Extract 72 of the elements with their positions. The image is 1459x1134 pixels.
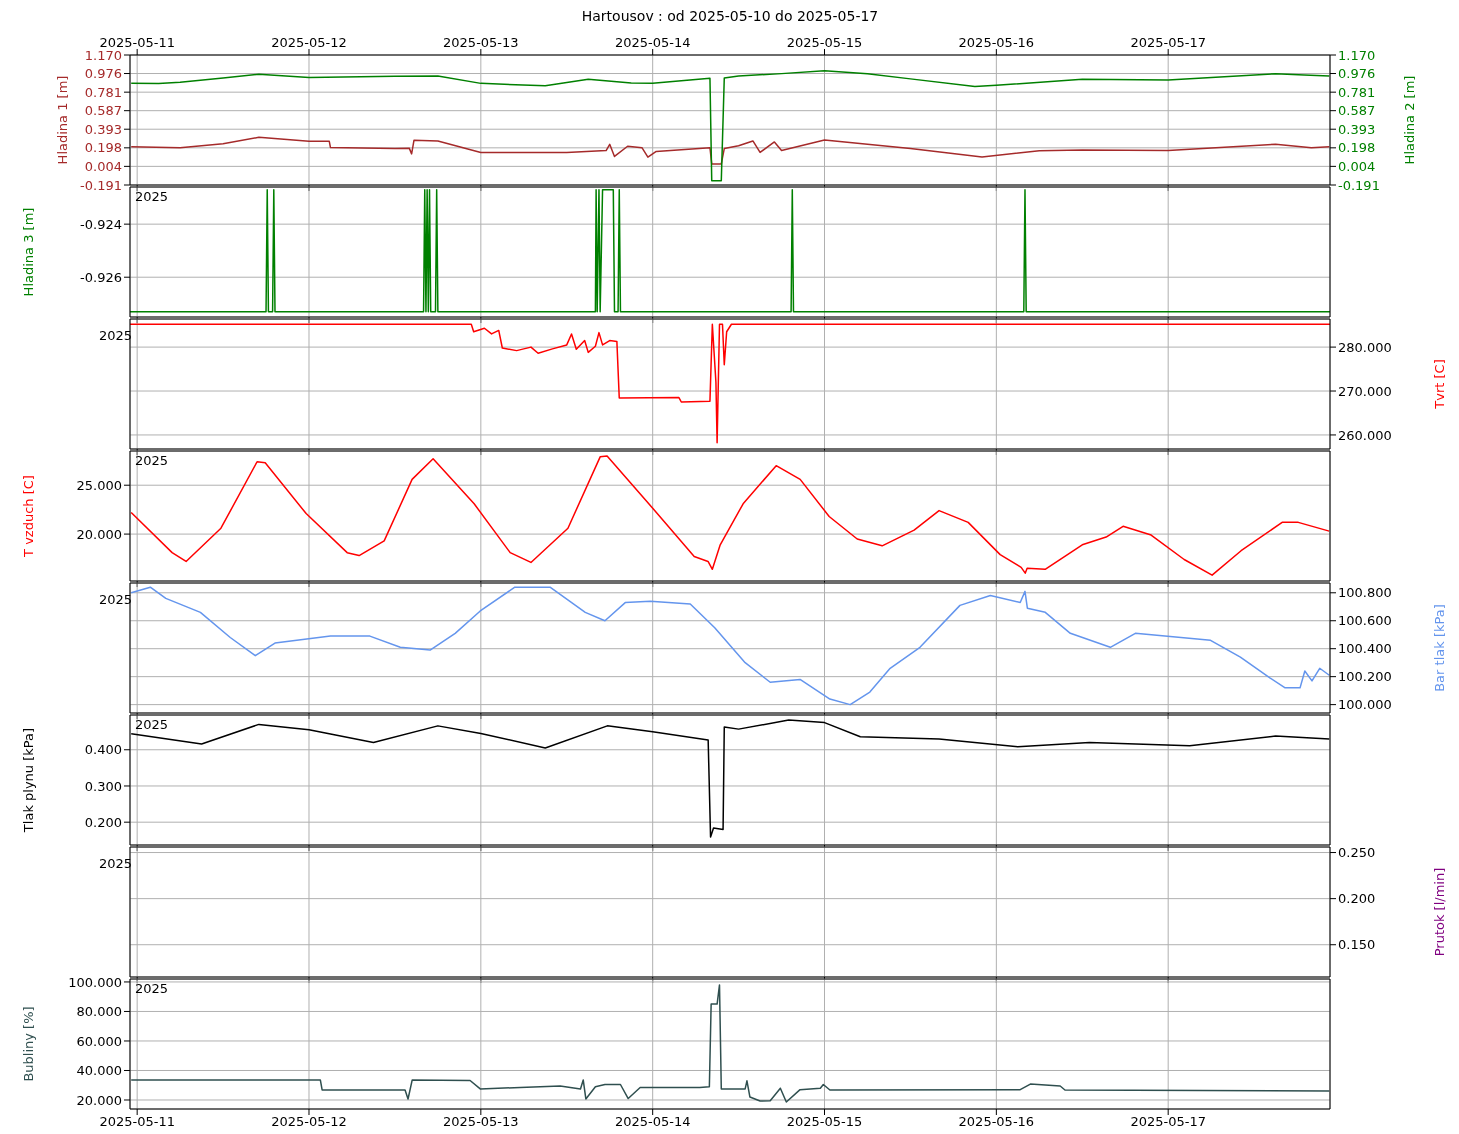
y2-tick-label: 260.000 — [1338, 427, 1392, 443]
y2-axis-title: Tvrt [C] — [1431, 359, 1447, 410]
y-tick-label: 0.400 — [84, 742, 122, 758]
line-series — [130, 323, 1330, 444]
x-tick-label: 2025-05-11 — [99, 35, 175, 50]
annotation: 2025 — [135, 189, 169, 204]
y2-tick-label: 0.250 — [1338, 845, 1376, 861]
y-axis-title: Hladina 1 [m] — [54, 75, 70, 165]
line-series — [130, 70, 1330, 182]
annotation: 2025 — [135, 453, 169, 468]
annotation: 2025 — [135, 717, 169, 732]
x-tick-label: 2025-05-13 — [443, 1114, 519, 1130]
y-tick-label: 20.000 — [76, 526, 122, 542]
y2-tick-label: 270.000 — [1338, 383, 1392, 399]
y2-axis-title: Bar tlak [kPa] — [1431, 604, 1447, 692]
x-tick-label: 2025-05-13 — [443, 35, 519, 50]
y-tick-label: 60.000 — [76, 1033, 122, 1049]
y-tick-label: 0.198 — [84, 140, 122, 156]
y-tick-label: -0.924 — [80, 216, 122, 232]
x-tick-label: 2025-05-15 — [786, 1114, 863, 1130]
line-series — [130, 136, 1330, 165]
y2-axis-title: Prutok [l/min] — [1431, 867, 1447, 957]
x-tick-label: 2025-05-16 — [958, 35, 1035, 50]
y-tick-label: 0.587 — [84, 103, 122, 119]
chart-title: Hartousov : od 2025-05-10 do 2025-05-17 — [580, 8, 880, 25]
line-series — [130, 586, 1330, 706]
x-tick-label: 2025-05-11 — [99, 1114, 175, 1130]
x-tick-label: 2025-05-14 — [614, 1114, 691, 1130]
y2-tick-label: 1.170 — [1338, 47, 1376, 63]
y-tick-label: 0.004 — [84, 158, 122, 174]
y-tick-label: 0.300 — [84, 778, 122, 794]
y2-tick-label: 280.000 — [1338, 339, 1392, 355]
y2-tick-label: 100.600 — [1338, 613, 1392, 629]
y-tick-label: 40.000 — [76, 1063, 122, 1079]
y-tick-label: -0.191 — [80, 177, 122, 193]
y-tick-label: 80.000 — [76, 1004, 122, 1020]
x-tick-label: 2025-05-16 — [958, 1114, 1035, 1130]
x-tick-label: 2025-05-12 — [271, 1114, 347, 1130]
y2-tick-label: 100.000 — [1338, 697, 1392, 713]
x-tick-label: 2025-05-14 — [614, 35, 691, 50]
y2-tick-label: 0.587 — [1338, 103, 1376, 119]
y-tick-label: 100.000 — [68, 974, 122, 990]
y2-tick-label: 0.004 — [1338, 158, 1376, 174]
annotation: 2025 — [135, 981, 169, 996]
x-tick-label: 2025-05-15 — [786, 35, 863, 50]
y2-tick-label: 0.198 — [1338, 140, 1376, 156]
y2-tick-label: 100.200 — [1338, 669, 1392, 685]
y-tick-label: 1.170 — [84, 47, 122, 63]
y-tick-label: 20.000 — [76, 1092, 122, 1108]
y-tick-label: 0.976 — [84, 66, 122, 82]
y-tick-label: 25.000 — [76, 477, 122, 493]
y2-tick-label: 0.150 — [1338, 937, 1376, 953]
y-tick-label: 0.393 — [84, 121, 122, 137]
y2-tick-label: 100.800 — [1338, 585, 1392, 601]
y2-tick-label: 0.393 — [1338, 121, 1376, 137]
y-axis-title: Bubliny [%] — [20, 1006, 36, 1082]
line-series — [130, 455, 1330, 576]
y2-tick-label: 0.781 — [1338, 84, 1376, 100]
x-tick-label: 2025-05-17 — [1130, 35, 1206, 50]
y-axis-title: Hladina 3 [m] — [20, 207, 36, 297]
y2-tick-label: 100.400 — [1338, 641, 1392, 657]
y2-tick-label: 0.200 — [1338, 891, 1376, 907]
y2-tick-label: 0.976 — [1338, 66, 1376, 82]
y-axis-title: Tlak plynu [kPa] — [20, 727, 36, 834]
y-axis-title: T vzduch [C] — [20, 475, 36, 558]
x-tick-label: 2025-05-12 — [271, 35, 347, 50]
y2-tick-label: -0.191 — [1338, 177, 1380, 193]
y-tick-label: 0.200 — [84, 814, 122, 830]
y2-axis-title: Hladina 2 [m] — [1401, 75, 1417, 165]
y-tick-label: -0.926 — [80, 269, 122, 285]
y-tick-label: 0.781 — [84, 84, 122, 100]
x-tick-label: 2025-05-17 — [1130, 1114, 1206, 1130]
